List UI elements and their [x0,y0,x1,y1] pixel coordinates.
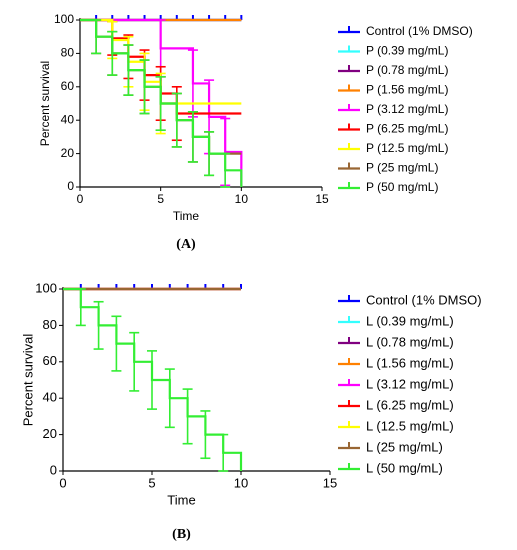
legend-label: L (50 mg/mL) [366,460,443,475]
y-tick-label: 20 [61,146,75,160]
legend-label: L (12.5 mg/mL) [366,418,454,433]
legend-label: P (0.39 mg/mL) [366,44,448,58]
legend-label: L (0.78 mg/mL) [366,334,454,349]
legend-label: P (25 mg/mL) [366,161,438,175]
x-axis-label: Time [173,209,200,223]
legend-label: L (0.39 mg/mL) [366,313,454,328]
legend-label: P (3.12 mg/mL) [366,102,448,116]
y-tick-label: 40 [61,112,75,126]
legend-label: Control (1% DMSO) [366,292,482,307]
y-tick-label: 40 [43,390,57,405]
legend-label: Control (1% DMSO) [366,24,473,38]
legend-label: P (6.25 mg/mL) [366,122,448,136]
x-tick-label: 0 [59,475,66,490]
y-axis-label: Percent survival [38,61,52,146]
y-tick-label: 60 [43,353,57,368]
x-tick-label: 15 [315,192,329,206]
x-tick-label: 0 [77,192,84,206]
y-tick-label: 100 [35,280,57,295]
legend-label: P (12.5 mg/mL) [366,141,448,155]
legend-label: L (1.56 mg/mL) [366,355,454,370]
panel-label: (B) [172,527,191,542]
legend-label: L (6.25 mg/mL) [366,397,454,412]
x-tick-label: 10 [234,475,248,490]
legend-label: P (1.56 mg/mL) [366,83,448,97]
x-tick-label: 5 [148,475,155,490]
y-tick-label: 20 [43,426,57,441]
y-tick-label: 100 [54,12,74,26]
legend-label: P (0.78 mg/mL) [366,63,448,77]
x-tick-label: 10 [235,192,249,206]
y-tick-label: 60 [61,79,75,93]
x-tick-label: 5 [157,192,164,206]
legend-label: P (50 mg/mL) [366,180,438,194]
y-tick-label: 0 [50,462,57,477]
legend-label: L (3.12 mg/mL) [366,376,454,391]
x-axis-label: Time [167,492,195,507]
y-tick-label: 80 [43,317,57,332]
x-tick-label: 15 [323,475,337,490]
y-axis-label: Percent survival [20,334,35,427]
y-tick-label: 0 [67,179,74,193]
legend-label: L (25 mg/mL) [366,439,443,454]
panel-label: (A) [176,237,196,252]
y-tick-label: 80 [61,46,75,60]
